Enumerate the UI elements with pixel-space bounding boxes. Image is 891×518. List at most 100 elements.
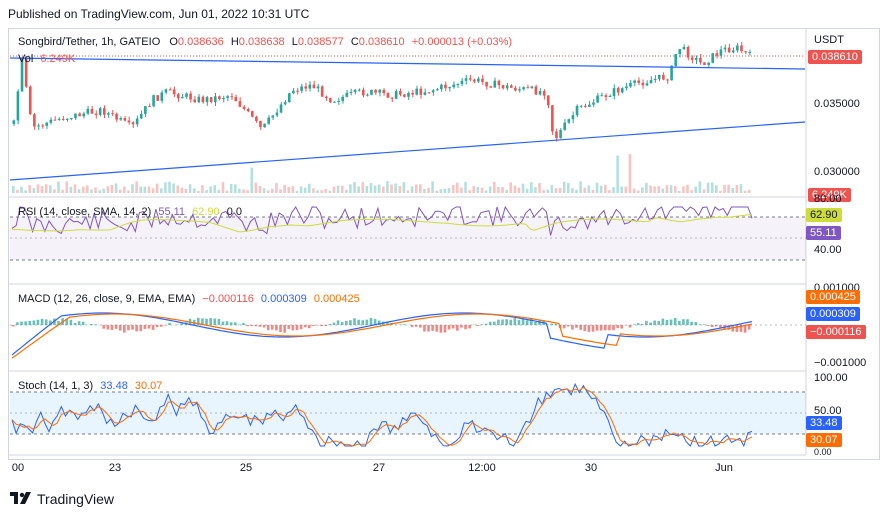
rsi-title[interactable]: RSI (14, close, SMA, 14, 2) [18, 206, 152, 218]
candle-body [629, 82, 632, 87]
macd-histogram-bar [521, 318, 525, 325]
volume-bar [484, 190, 488, 193]
volume-bar [743, 190, 747, 193]
macd-title[interactable]: MACD (12, 26, close, 9, EMA, EMA) [18, 293, 196, 305]
volume-bar [135, 181, 138, 193]
candle-body [518, 89, 521, 91]
trendline-lower [9, 121, 806, 181]
volume-bar [12, 186, 15, 193]
macd-histogram-bar [484, 323, 488, 325]
candle-body [625, 86, 628, 89]
candle-body [727, 47, 731, 53]
stoch-d-value: 30.07 [134, 380, 163, 392]
candle-body [255, 116, 258, 121]
volume-bar [542, 190, 545, 193]
candle-body [316, 86, 320, 89]
macd-histogram-bar [65, 318, 69, 325]
candle-body [505, 85, 509, 89]
candle-body [16, 91, 20, 121]
volume-bar [221, 182, 225, 193]
volume-bar [209, 186, 212, 193]
candle-body [415, 88, 418, 95]
volume-bar [731, 188, 735, 193]
volume-bar [49, 185, 52, 193]
volume-bar [180, 187, 184, 193]
macd-histogram-bar [476, 325, 480, 327]
volume-bar [291, 186, 295, 193]
volume-bar [525, 188, 529, 193]
candle-body [102, 108, 106, 115]
macd-histogram-bar [361, 320, 365, 325]
candle-body [419, 88, 423, 95]
volume-bar [435, 190, 439, 193]
volume-bar [583, 187, 587, 193]
candle-body [678, 49, 682, 54]
macd-histogram-bar [612, 325, 615, 331]
volume-bar [628, 154, 632, 193]
macd-histogram-bar [180, 323, 184, 325]
macd-histogram-bar [258, 325, 262, 327]
candle-body [82, 113, 85, 117]
macd-histogram-bar [583, 325, 587, 332]
volume-bar [661, 188, 665, 193]
macd-histogram-bar [73, 322, 77, 325]
macd-histogram-bar [414, 325, 418, 327]
tradingview-logo[interactable]: TradingView [10, 491, 114, 507]
candle-body [645, 83, 649, 86]
volume-bar [217, 189, 221, 193]
volume-bar [710, 182, 714, 193]
macd-histogram-bar [303, 325, 307, 328]
rsi-tick-80: 80.00 [814, 193, 842, 205]
volume-bar [184, 188, 188, 193]
candle-body [723, 47, 727, 50]
volume-bar [275, 183, 278, 193]
macd-histogram-bar [636, 323, 640, 325]
ohlc-high: 0.038638 [238, 36, 285, 48]
macd-histogram-bar [349, 320, 352, 325]
rsi-extra: 0 0 [226, 206, 243, 218]
macd-histogram-bar [275, 325, 278, 331]
candle-body [464, 78, 468, 81]
candle-body [345, 92, 349, 97]
candle-body [45, 122, 48, 126]
symbol-title[interactable]: Songbird/Tether, 1h, GATEIO [18, 36, 161, 48]
volume-bar [513, 185, 517, 193]
macd-histogram-bar [443, 325, 447, 333]
volume-value: 6.249K [40, 53, 76, 65]
candle-body [398, 91, 402, 95]
volume-bar [456, 182, 459, 193]
volume-bar [702, 189, 706, 193]
macd-histogram-bar [102, 325, 106, 329]
candle-body [460, 80, 464, 85]
macd-histogram-bar [587, 325, 591, 332]
volume-bar [316, 190, 319, 193]
ohlc-high-label: H [230, 36, 239, 48]
volume-bar [690, 190, 693, 193]
macd-histogram-bar [340, 321, 344, 325]
volume-bar [295, 190, 299, 193]
macd-histogram-bar [480, 324, 484, 325]
candle-body [522, 87, 525, 90]
macd-histogram-bar [229, 322, 233, 325]
volume-bar [77, 189, 81, 193]
volume-bar [127, 190, 130, 193]
candle-body [111, 113, 114, 115]
macd-histogram-bar [57, 321, 60, 325]
stoch-legend: Stoch (14, 1, 3) 33.48 30.07 [18, 380, 162, 392]
volume-bar [279, 189, 282, 193]
stoch-title[interactable]: Stoch (14, 1, 3) [18, 380, 94, 392]
candle-body [575, 105, 579, 116]
candle-body [283, 102, 287, 105]
stoch-tick-0: 0.00 [814, 447, 832, 457]
macd-histogram-bar [562, 325, 566, 329]
candle-body [70, 118, 73, 120]
candle-body [694, 57, 698, 61]
macd-histogram-bar [345, 320, 348, 325]
candle-body [411, 92, 414, 95]
candle-body [551, 105, 554, 132]
x-tick-2: 25 [239, 462, 253, 474]
candle-body [41, 125, 44, 127]
volume-bar [73, 184, 77, 193]
rsi-value: 55.11 [158, 206, 186, 218]
